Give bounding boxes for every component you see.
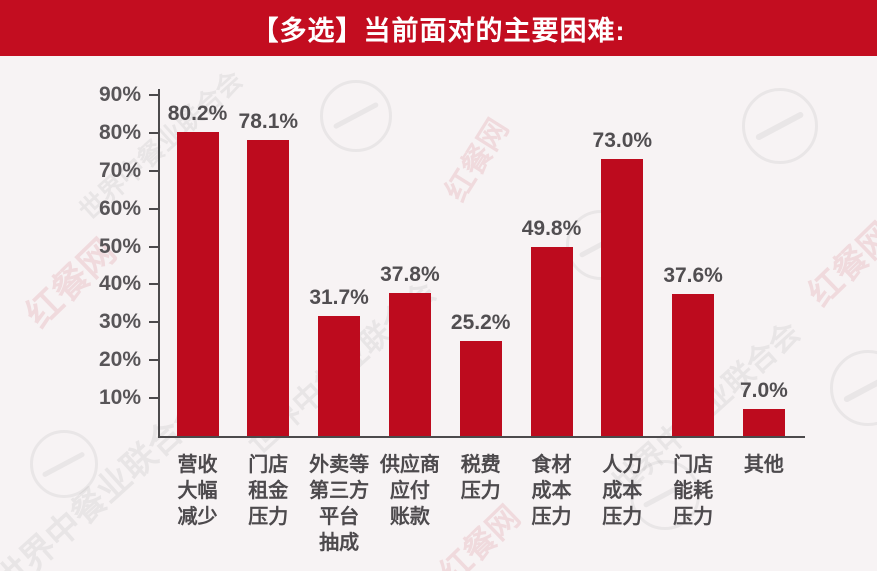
x-axis-label-line: 大幅 bbox=[177, 480, 218, 502]
x-axis-label-营收大幅减少: 营收 大幅 减少 bbox=[143, 452, 253, 530]
x-axis-label-税费压力: 税费 压力 bbox=[426, 452, 536, 504]
y-tick-label: 10% bbox=[98, 386, 141, 410]
bar-人力成本压力 bbox=[601, 159, 644, 436]
bar-其他 bbox=[742, 409, 785, 436]
y-tick-mark bbox=[149, 359, 160, 362]
y-tick-mark bbox=[149, 169, 160, 172]
x-axis-label-line: 人力 bbox=[602, 454, 643, 476]
x-axis-label-line: 外卖等 bbox=[309, 454, 370, 476]
x-axis-label-line: 能耗 bbox=[673, 480, 714, 502]
x-axis-label-line: 应付 bbox=[389, 480, 430, 502]
y-tick-mark bbox=[149, 283, 160, 286]
y-tick-mark bbox=[149, 131, 160, 134]
y-tick-label: 40% bbox=[98, 272, 141, 296]
x-axis-label-line: 租金 bbox=[248, 480, 289, 502]
x-axis-label-line: 食材 bbox=[531, 454, 572, 476]
x-axis-label-line: 压力 bbox=[248, 506, 289, 528]
bar-门店能耗压力 bbox=[672, 293, 715, 436]
x-axis-label-外卖等第三方平台抽成: 外卖等第三方平台抽成 bbox=[284, 452, 394, 556]
y-tick-label: 30% bbox=[98, 310, 141, 334]
y-tick-label: 20% bbox=[98, 348, 141, 372]
bar-value-label: 49.8% bbox=[521, 217, 582, 241]
x-axis-label-食材成本压力: 食材 成本 压力 bbox=[497, 452, 607, 530]
bar-税费压力 bbox=[459, 340, 502, 436]
bar-value-label: 7.0% bbox=[739, 379, 788, 403]
x-axis-label-line: 税费 bbox=[460, 454, 501, 476]
bar-value-label: 37.6% bbox=[663, 263, 723, 287]
x-axis-line bbox=[158, 436, 805, 438]
x-axis-label-line: 营收 bbox=[177, 454, 218, 476]
bar-value-label: 25.2% bbox=[450, 310, 511, 334]
x-axis-label-line: 成本 bbox=[602, 480, 643, 502]
bar-value-label: 37.8% bbox=[380, 262, 440, 286]
x-axis-label-line: 压力 bbox=[460, 480, 501, 502]
x-axis-label-供应商应付账款: 供应商 应付 账款 bbox=[355, 452, 465, 530]
x-axis-label-line: 压力 bbox=[602, 506, 643, 528]
x-axis-label-其他: 其他 bbox=[709, 452, 819, 478]
bar-value-label: 80.2% bbox=[167, 102, 228, 126]
y-tick-label: 70% bbox=[98, 158, 141, 182]
x-axis-label-line: 门店 bbox=[673, 454, 714, 476]
x-axis-label-line: 压力 bbox=[673, 506, 714, 528]
x-axis-label-line: 平台 bbox=[319, 506, 360, 528]
x-axis-label-line: 供应商 bbox=[379, 454, 440, 476]
bar-食材成本压力 bbox=[530, 247, 573, 436]
y-tick-label: 50% bbox=[98, 234, 141, 258]
bar-value-label: 31.7% bbox=[309, 285, 369, 309]
x-axis-label-line: 抽成 bbox=[319, 532, 360, 554]
bar-外卖等第三方平台抽成 bbox=[318, 315, 361, 436]
x-axis-label-line: 门店 bbox=[248, 454, 289, 476]
y-tick-mark bbox=[149, 321, 160, 324]
y-axis-line bbox=[158, 88, 160, 438]
x-axis-label-line: 账款 bbox=[389, 506, 430, 528]
x-axis-label-line: 第三方 bbox=[309, 480, 370, 502]
bar-供应商应付账款 bbox=[388, 292, 431, 436]
y-tick-mark bbox=[149, 397, 160, 400]
x-axis-label-人力成本压力: 人力 成本 压力 bbox=[567, 452, 677, 530]
x-axis-label-line: 成本 bbox=[531, 480, 572, 502]
y-tick-label: 80% bbox=[98, 120, 141, 144]
x-axis-label-line: 压力 bbox=[531, 506, 572, 528]
bar-value-label: 73.0% bbox=[592, 129, 653, 153]
bar-value-label: 78.1% bbox=[238, 110, 299, 134]
page-title: 【多选】当前面对的主要困难: bbox=[251, 15, 626, 46]
chart-title-banner: 【多选】当前面对的主要困难: bbox=[0, 0, 877, 56]
x-axis-label-门店能耗压力: 门店 能耗 压力 bbox=[638, 452, 748, 530]
y-tick-label: 60% bbox=[98, 196, 141, 220]
x-axis-label-line: 其他 bbox=[743, 454, 784, 476]
y-tick-mark bbox=[149, 93, 160, 96]
y-tick-label: 90% bbox=[98, 82, 141, 106]
x-axis-label-line: 减少 bbox=[177, 506, 218, 528]
bar-门店租金压力 bbox=[247, 140, 290, 436]
y-tick-mark bbox=[149, 207, 160, 210]
y-tick-mark bbox=[149, 245, 160, 248]
x-axis-label-门店租金压力: 门店 租金 压力 bbox=[213, 452, 323, 530]
bar-营收大幅减少 bbox=[176, 132, 219, 436]
